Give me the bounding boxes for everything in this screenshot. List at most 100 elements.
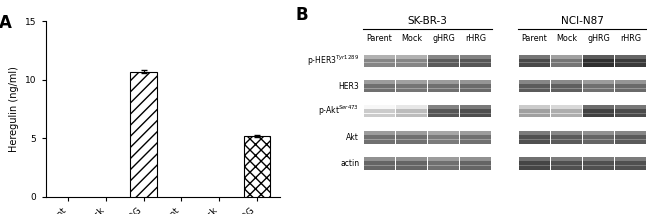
Bar <box>616 89 646 92</box>
Bar <box>364 135 395 139</box>
Bar <box>551 105 582 117</box>
Bar <box>519 114 550 117</box>
Bar <box>396 131 427 144</box>
Bar <box>583 109 614 113</box>
Bar <box>396 114 427 117</box>
Bar <box>551 55 582 67</box>
Bar <box>616 63 646 67</box>
Bar <box>460 140 491 144</box>
Bar <box>460 105 491 117</box>
Bar <box>364 109 395 113</box>
Bar <box>519 105 550 117</box>
Bar <box>364 166 395 170</box>
Text: NCI-N87: NCI-N87 <box>561 16 604 26</box>
Text: Parent: Parent <box>521 34 547 43</box>
Text: SK-BR-3: SK-BR-3 <box>408 16 448 26</box>
Bar <box>519 135 550 139</box>
Bar <box>364 105 395 117</box>
Bar <box>616 80 646 92</box>
Bar <box>364 63 395 67</box>
Bar <box>396 89 427 92</box>
Bar <box>616 131 646 144</box>
Bar <box>583 59 614 62</box>
Bar <box>583 105 614 117</box>
Bar <box>519 131 550 144</box>
Bar <box>519 109 550 113</box>
Bar <box>396 63 427 67</box>
Text: HER3: HER3 <box>339 82 359 91</box>
Bar <box>460 55 491 67</box>
Text: p-HER3$^{Tyr1289}$: p-HER3$^{Tyr1289}$ <box>307 54 359 68</box>
Bar <box>396 166 427 170</box>
Bar <box>428 63 459 67</box>
Bar <box>364 157 395 170</box>
Bar <box>460 135 491 139</box>
Bar <box>616 59 646 62</box>
Bar <box>551 80 582 92</box>
Bar <box>551 63 582 67</box>
Bar <box>583 84 614 88</box>
Bar <box>519 89 550 92</box>
Bar <box>583 131 614 144</box>
Bar <box>428 135 459 139</box>
Bar <box>460 89 491 92</box>
Bar <box>460 109 491 113</box>
Bar <box>519 63 550 67</box>
Text: B: B <box>296 6 308 24</box>
Bar <box>428 166 459 170</box>
Text: Parent: Parent <box>367 34 393 43</box>
Text: A: A <box>0 14 12 32</box>
Bar <box>396 135 427 139</box>
Text: Akt: Akt <box>346 133 359 142</box>
Bar <box>551 59 582 62</box>
Bar <box>428 105 459 117</box>
Bar <box>616 140 646 144</box>
Bar <box>428 59 459 62</box>
Bar <box>519 84 550 88</box>
Bar <box>428 89 459 92</box>
Bar <box>616 157 646 170</box>
Bar <box>428 109 459 113</box>
Bar <box>551 157 582 170</box>
Text: rHRG: rHRG <box>620 34 641 43</box>
Bar <box>396 157 427 170</box>
Bar <box>460 84 491 88</box>
Bar <box>396 59 427 62</box>
Bar <box>583 157 614 170</box>
Bar <box>428 131 459 144</box>
Bar <box>460 114 491 117</box>
Y-axis label: Heregulin (ng/ml): Heregulin (ng/ml) <box>9 66 20 152</box>
Bar <box>519 157 550 170</box>
Bar <box>616 161 646 165</box>
Text: gHRG: gHRG <box>432 34 455 43</box>
Bar <box>460 131 491 144</box>
Bar <box>616 114 646 117</box>
Bar <box>428 84 459 88</box>
Bar <box>551 131 582 144</box>
Bar <box>583 140 614 144</box>
Bar <box>396 80 427 92</box>
Bar <box>551 109 582 113</box>
Bar <box>396 105 427 117</box>
Bar <box>616 105 646 117</box>
Bar <box>131 72 157 197</box>
Bar <box>460 80 491 92</box>
Bar <box>460 166 491 170</box>
Bar <box>551 166 582 170</box>
Bar <box>616 109 646 113</box>
Text: actin: actin <box>340 159 359 168</box>
Bar <box>364 80 395 92</box>
Bar <box>583 80 614 92</box>
Bar <box>364 84 395 88</box>
Bar <box>519 55 550 67</box>
Text: gHRG: gHRG <box>587 34 610 43</box>
Bar <box>244 136 270 197</box>
Bar <box>519 166 550 170</box>
Bar <box>396 161 427 165</box>
Bar <box>583 161 614 165</box>
Bar <box>364 140 395 144</box>
Bar <box>460 59 491 62</box>
Bar <box>364 55 395 67</box>
Text: rHRG: rHRG <box>465 34 486 43</box>
Bar <box>519 161 550 165</box>
